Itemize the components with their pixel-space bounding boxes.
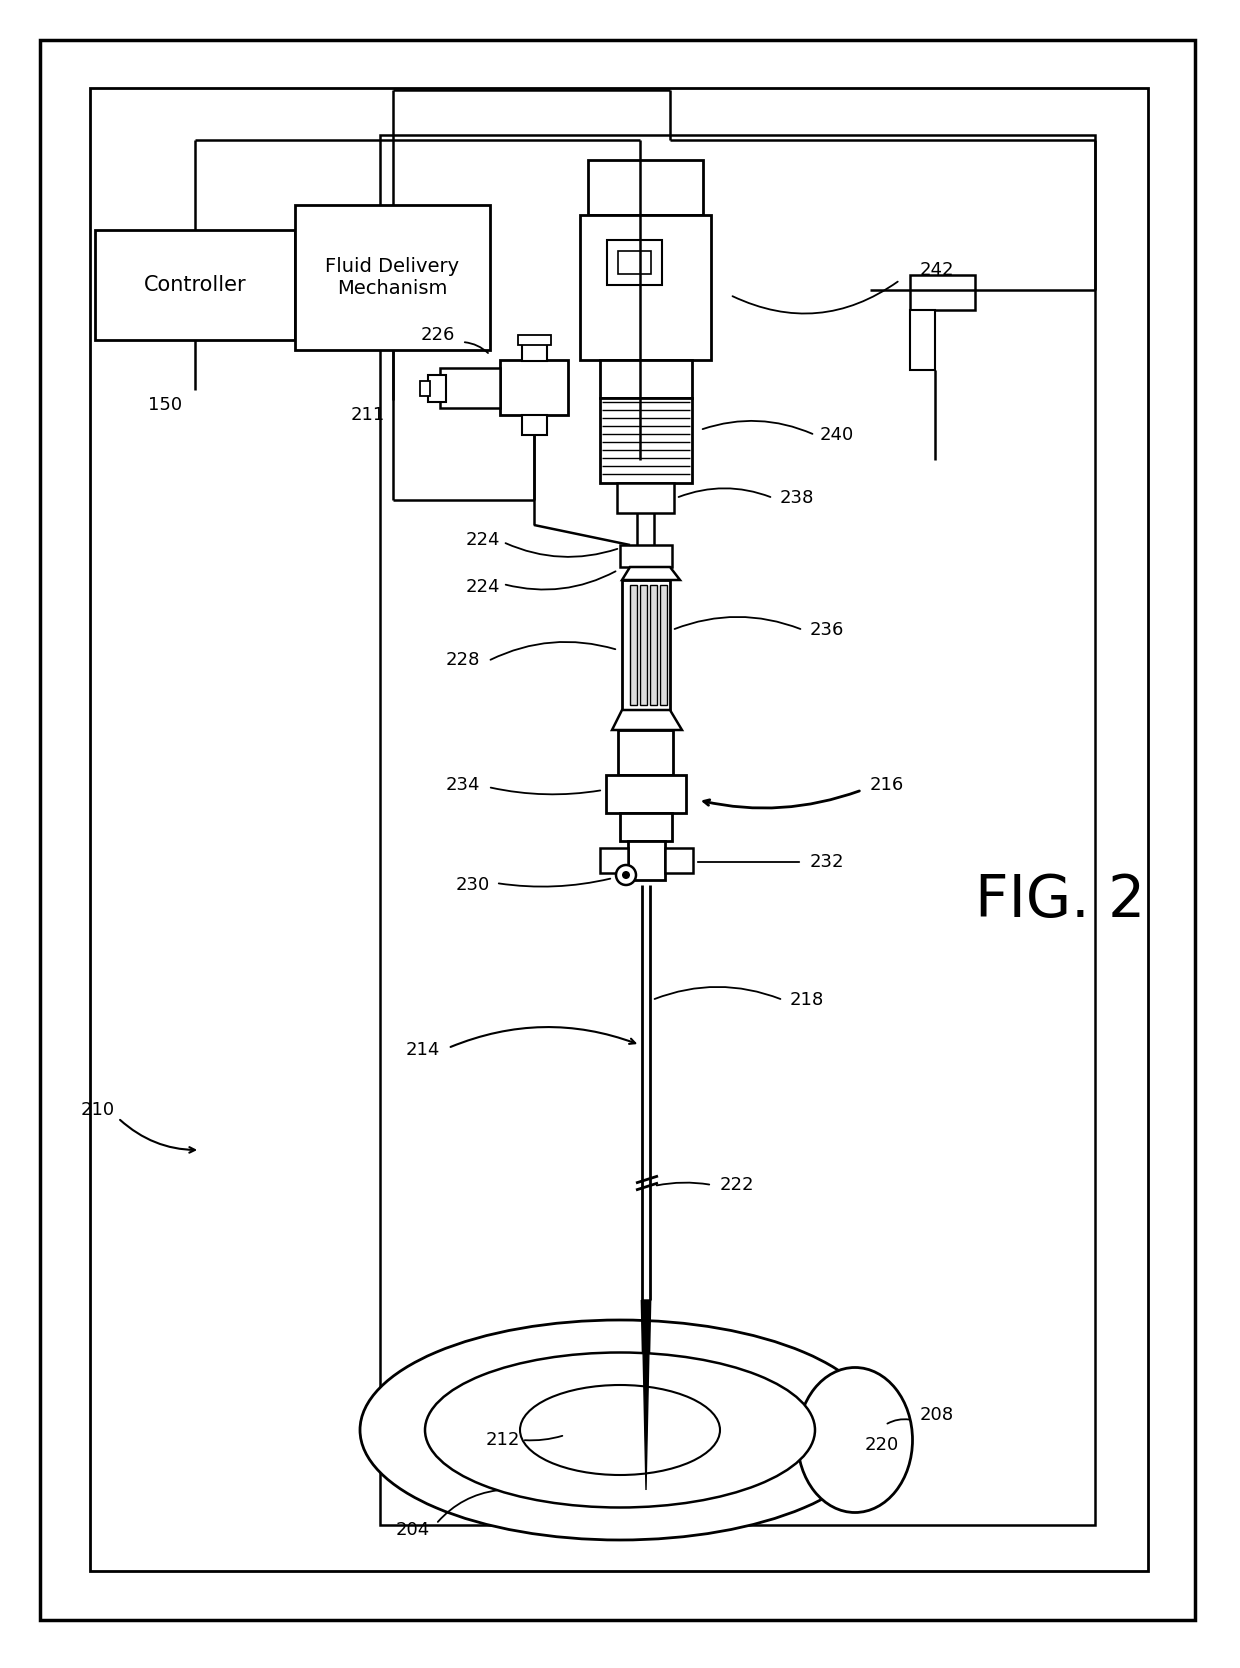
Bar bbox=[618, 731, 673, 776]
Bar bbox=[91, 88, 1148, 1571]
Text: 228: 228 bbox=[445, 651, 480, 669]
Text: 210: 210 bbox=[81, 1101, 115, 1119]
Bar bbox=[620, 812, 672, 841]
Polygon shape bbox=[600, 847, 627, 872]
Bar bbox=[379, 135, 1095, 1525]
Bar bbox=[606, 776, 686, 812]
Text: 216: 216 bbox=[870, 776, 904, 794]
Bar bbox=[95, 230, 295, 340]
Bar bbox=[640, 585, 647, 706]
Bar bbox=[295, 205, 490, 350]
Text: 224: 224 bbox=[465, 579, 500, 595]
Bar bbox=[440, 369, 500, 409]
Bar bbox=[522, 415, 547, 435]
Text: Controller: Controller bbox=[144, 275, 247, 295]
Bar bbox=[588, 160, 703, 215]
Bar bbox=[428, 375, 446, 402]
Polygon shape bbox=[622, 567, 680, 580]
Bar bbox=[620, 545, 672, 567]
Bar bbox=[608, 240, 662, 285]
Bar bbox=[522, 344, 547, 360]
Text: 242: 242 bbox=[920, 260, 955, 279]
Bar bbox=[910, 310, 935, 370]
Polygon shape bbox=[613, 711, 682, 731]
Bar bbox=[600, 399, 692, 484]
Text: 150: 150 bbox=[148, 395, 182, 414]
Text: 240: 240 bbox=[820, 425, 854, 444]
Bar bbox=[630, 585, 637, 706]
Bar bbox=[580, 215, 711, 360]
Bar bbox=[600, 360, 692, 399]
Bar bbox=[518, 335, 551, 345]
Text: 224: 224 bbox=[465, 530, 500, 549]
Text: 226: 226 bbox=[420, 325, 455, 344]
Circle shape bbox=[616, 866, 636, 886]
Text: 214: 214 bbox=[405, 1041, 440, 1059]
Bar bbox=[500, 360, 568, 415]
Ellipse shape bbox=[425, 1353, 815, 1508]
Text: 218: 218 bbox=[790, 991, 825, 1009]
Bar bbox=[622, 580, 670, 711]
Bar bbox=[420, 380, 430, 395]
Text: Fluid Delivery
Mechanism: Fluid Delivery Mechanism bbox=[325, 257, 460, 299]
Bar bbox=[660, 585, 667, 706]
Text: 236: 236 bbox=[810, 620, 844, 639]
Ellipse shape bbox=[520, 1384, 720, 1475]
Text: 208: 208 bbox=[920, 1406, 954, 1424]
Text: 204: 204 bbox=[396, 1521, 430, 1540]
Text: 238: 238 bbox=[780, 489, 815, 507]
Text: 211: 211 bbox=[351, 405, 384, 424]
Polygon shape bbox=[642, 1299, 650, 1490]
Bar bbox=[650, 585, 657, 706]
Bar bbox=[910, 275, 975, 310]
Text: 220: 220 bbox=[866, 1436, 899, 1454]
Polygon shape bbox=[627, 841, 665, 881]
Circle shape bbox=[622, 871, 630, 879]
Polygon shape bbox=[665, 847, 693, 872]
Ellipse shape bbox=[797, 1368, 913, 1513]
Text: FIG. 2: FIG. 2 bbox=[975, 871, 1145, 929]
Bar bbox=[618, 250, 651, 274]
Text: 234: 234 bbox=[445, 776, 480, 794]
Text: 230: 230 bbox=[456, 876, 490, 894]
Text: 232: 232 bbox=[810, 852, 844, 871]
Text: 212: 212 bbox=[486, 1431, 520, 1449]
Ellipse shape bbox=[360, 1319, 880, 1540]
Text: 222: 222 bbox=[720, 1176, 754, 1194]
Bar bbox=[618, 484, 675, 514]
